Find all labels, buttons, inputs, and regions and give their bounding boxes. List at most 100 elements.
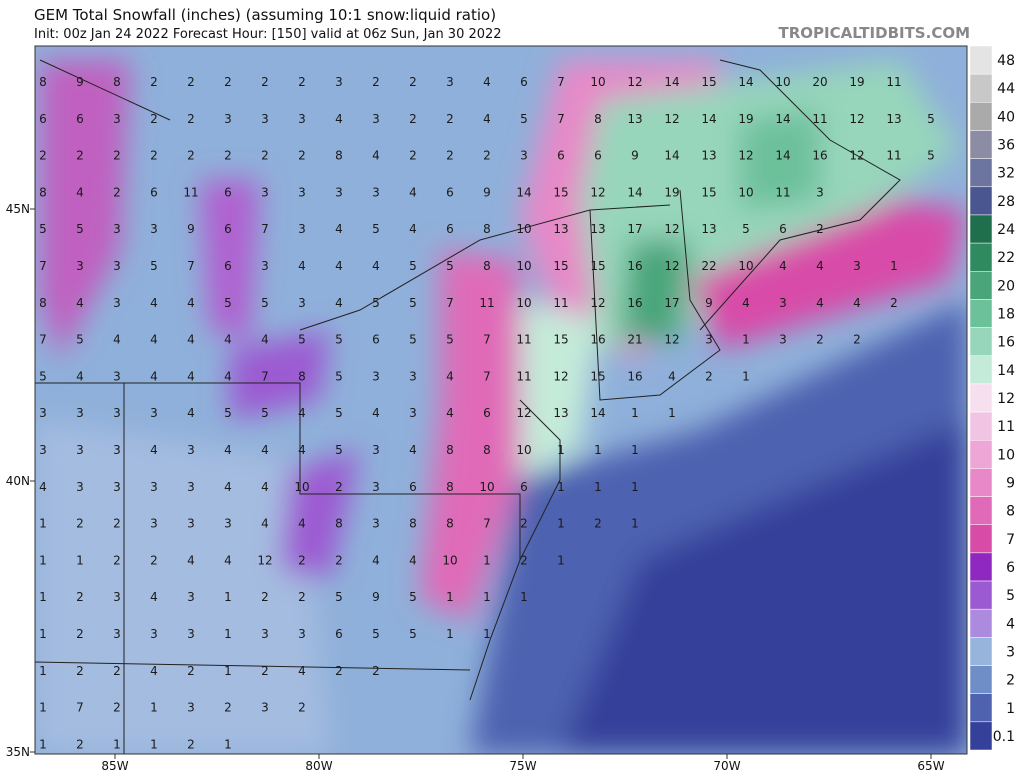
snow-value: 4 xyxy=(816,296,824,310)
snow-value: 4 xyxy=(150,590,158,604)
snow-value: 3 xyxy=(113,627,121,641)
colorbar-label: 32 xyxy=(997,166,1015,182)
snow-value: 10 xyxy=(479,480,494,494)
colorbar-swatch xyxy=(969,411,993,441)
snow-value: 4 xyxy=(224,443,232,457)
snow-value: 10 xyxy=(516,222,531,236)
snow-value: 2 xyxy=(187,737,195,751)
colorbar-label: 24 xyxy=(997,222,1015,238)
snow-value: 7 xyxy=(557,112,565,126)
snow-value: 5 xyxy=(261,296,269,310)
colorbar-swatch xyxy=(969,45,993,75)
snow-value: 3 xyxy=(261,259,269,273)
colorbar-swatch xyxy=(969,552,993,582)
snow-value: 3 xyxy=(298,222,306,236)
snow-value: 2 xyxy=(150,75,158,89)
snow-value: 3 xyxy=(372,480,380,494)
snow-value: 5 xyxy=(224,296,232,310)
snow-value: 4 xyxy=(150,443,158,457)
snow-value: 2 xyxy=(890,296,898,310)
snow-value: 3 xyxy=(224,112,232,126)
snow-value: 2 xyxy=(816,333,824,347)
snow-value: 3 xyxy=(372,185,380,199)
snow-value: 1 xyxy=(224,590,232,604)
snow-value: 4 xyxy=(372,259,380,273)
colorbar-label: 44 xyxy=(997,81,1015,97)
snow-value: 4 xyxy=(150,664,158,678)
snow-value: 1 xyxy=(39,517,47,531)
colorbar-swatch xyxy=(969,439,993,469)
colorbar-swatch xyxy=(969,102,993,131)
snow-value: 3 xyxy=(113,590,121,604)
snow-value: 11 xyxy=(553,296,568,310)
snow-value: 2 xyxy=(187,664,195,678)
colorbar-label: 18 xyxy=(997,307,1015,323)
snow-value: 2 xyxy=(372,75,380,89)
snow-value: 11 xyxy=(812,112,827,126)
colorbar-label: 22 xyxy=(997,250,1015,266)
snow-value: 4 xyxy=(150,333,158,347)
colorbar-swatch xyxy=(969,468,993,497)
snow-value: 9 xyxy=(372,590,380,604)
snow-value: 4 xyxy=(39,480,47,494)
snow-value: 14 xyxy=(701,112,716,126)
snow-value: 6 xyxy=(446,222,454,236)
snow-value: 2 xyxy=(446,149,454,163)
snow-value: 3 xyxy=(113,296,121,310)
snow-value: 9 xyxy=(187,222,195,236)
colorbar-label: 0.1 xyxy=(993,729,1015,745)
snow-value: 4 xyxy=(298,406,306,420)
colorbar-swatch xyxy=(969,580,993,610)
snow-value: 10 xyxy=(775,75,790,89)
snow-value: 6 xyxy=(372,333,380,347)
snow-value: 6 xyxy=(520,75,528,89)
snow-value: 8 xyxy=(113,75,121,89)
snow-value: 13 xyxy=(553,406,568,420)
colorbar-swatch xyxy=(969,637,993,666)
snow-value: 3 xyxy=(261,701,269,715)
snow-value: 2 xyxy=(816,222,824,236)
snow-value: 2 xyxy=(298,590,306,604)
colorbar-label: 8 xyxy=(1006,504,1015,520)
snow-value: 2 xyxy=(298,553,306,567)
snow-value: 8 xyxy=(446,517,454,531)
snow-value: 15 xyxy=(553,333,568,347)
snow-value: 2 xyxy=(853,333,861,347)
snow-value: 4 xyxy=(261,443,269,457)
snow-value: 3 xyxy=(372,517,380,531)
snow-value: 12 xyxy=(664,333,679,347)
snow-value: 2 xyxy=(76,737,84,751)
snow-value: 3 xyxy=(372,112,380,126)
snow-value: 4 xyxy=(446,406,454,420)
snow-value: 12 xyxy=(664,259,679,273)
snow-value: 2 xyxy=(224,75,232,89)
snow-value: 5 xyxy=(372,222,380,236)
snow-value: 1 xyxy=(224,664,232,678)
snow-value: 21 xyxy=(627,333,642,347)
snow-value: 2 xyxy=(39,149,47,163)
snow-value: 4 xyxy=(335,222,343,236)
snow-value: 9 xyxy=(631,149,639,163)
colorbar-swatch xyxy=(969,130,993,159)
snow-value: 1 xyxy=(742,369,750,383)
snow-value: 3 xyxy=(816,185,824,199)
snow-value: 3 xyxy=(520,149,528,163)
snow-value: 4 xyxy=(187,553,195,567)
colorbar-label: 2 xyxy=(1006,673,1015,689)
snow-value: 10 xyxy=(516,259,531,273)
snow-value: 3 xyxy=(150,517,158,531)
snow-value: 10 xyxy=(294,480,309,494)
snow-value: 4 xyxy=(261,517,269,531)
snow-value: 4 xyxy=(261,333,269,347)
colorbar-swatch xyxy=(969,383,993,413)
snow-value: 3 xyxy=(113,222,121,236)
snow-value: 2 xyxy=(372,664,380,678)
snow-value: 6 xyxy=(594,149,602,163)
snow-value: 12 xyxy=(664,222,679,236)
snow-value: 3 xyxy=(298,185,306,199)
snow-value: 5 xyxy=(224,406,232,420)
colorbar-swatch xyxy=(969,214,993,244)
snow-value: 12 xyxy=(553,369,568,383)
colorbar-label: 6 xyxy=(1006,560,1015,576)
snow-value: 4 xyxy=(150,369,158,383)
